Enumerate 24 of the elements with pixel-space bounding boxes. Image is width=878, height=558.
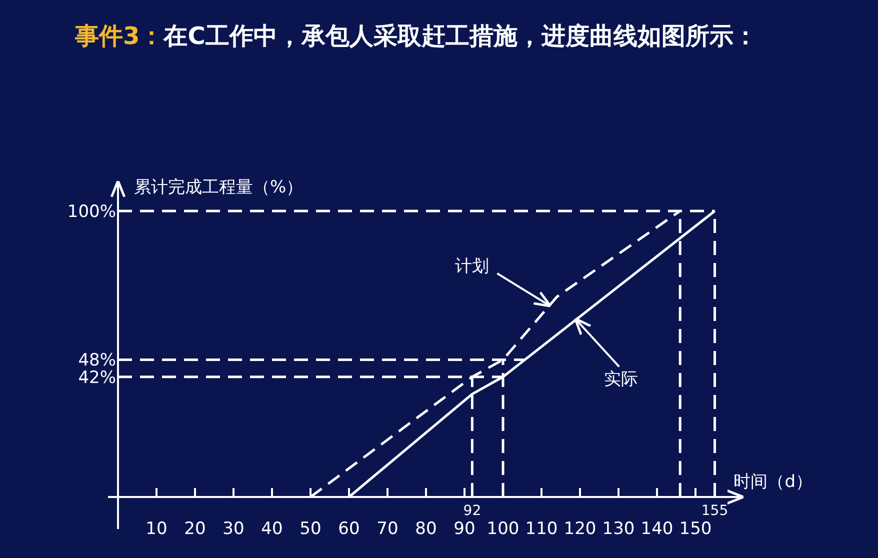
annotation: 计划: [455, 256, 490, 276]
chart-title: 事件3：: [74, 22, 164, 50]
annotation: 实际: [604, 370, 638, 390]
x-tick-label: 90: [454, 519, 476, 539]
x-tick-label: 150: [679, 519, 712, 539]
x-tick-label: 130: [602, 519, 635, 539]
x-tick-label: 100: [486, 519, 520, 539]
x-tick-label: 20: [184, 519, 206, 539]
x-tick-label: 30: [222, 519, 244, 539]
x-axis-title: 时间（d）: [734, 472, 812, 492]
x-tick-label: 10: [146, 519, 168, 539]
x-tick-label: 120: [564, 519, 596, 539]
ref-line-label: 155: [701, 503, 728, 519]
y-tick-label: 100%: [67, 202, 116, 222]
x-tick-label: 60: [338, 519, 360, 539]
y-axis-title: 累计完成工程量（%）: [134, 177, 304, 198]
x-tick-label: 80: [415, 519, 437, 539]
x-tick-label: 50: [300, 519, 322, 539]
chart-subtitle: 在C工作中，承包人采取赶工措施，进度曲线如图所示：: [162, 22, 758, 50]
x-tick-label: 110: [525, 519, 558, 539]
x-tick-label: 140: [640, 519, 674, 539]
x-tick-label: 40: [261, 519, 283, 539]
ref-line-label: 92: [463, 503, 482, 519]
x-tick-label: 70: [376, 519, 398, 539]
